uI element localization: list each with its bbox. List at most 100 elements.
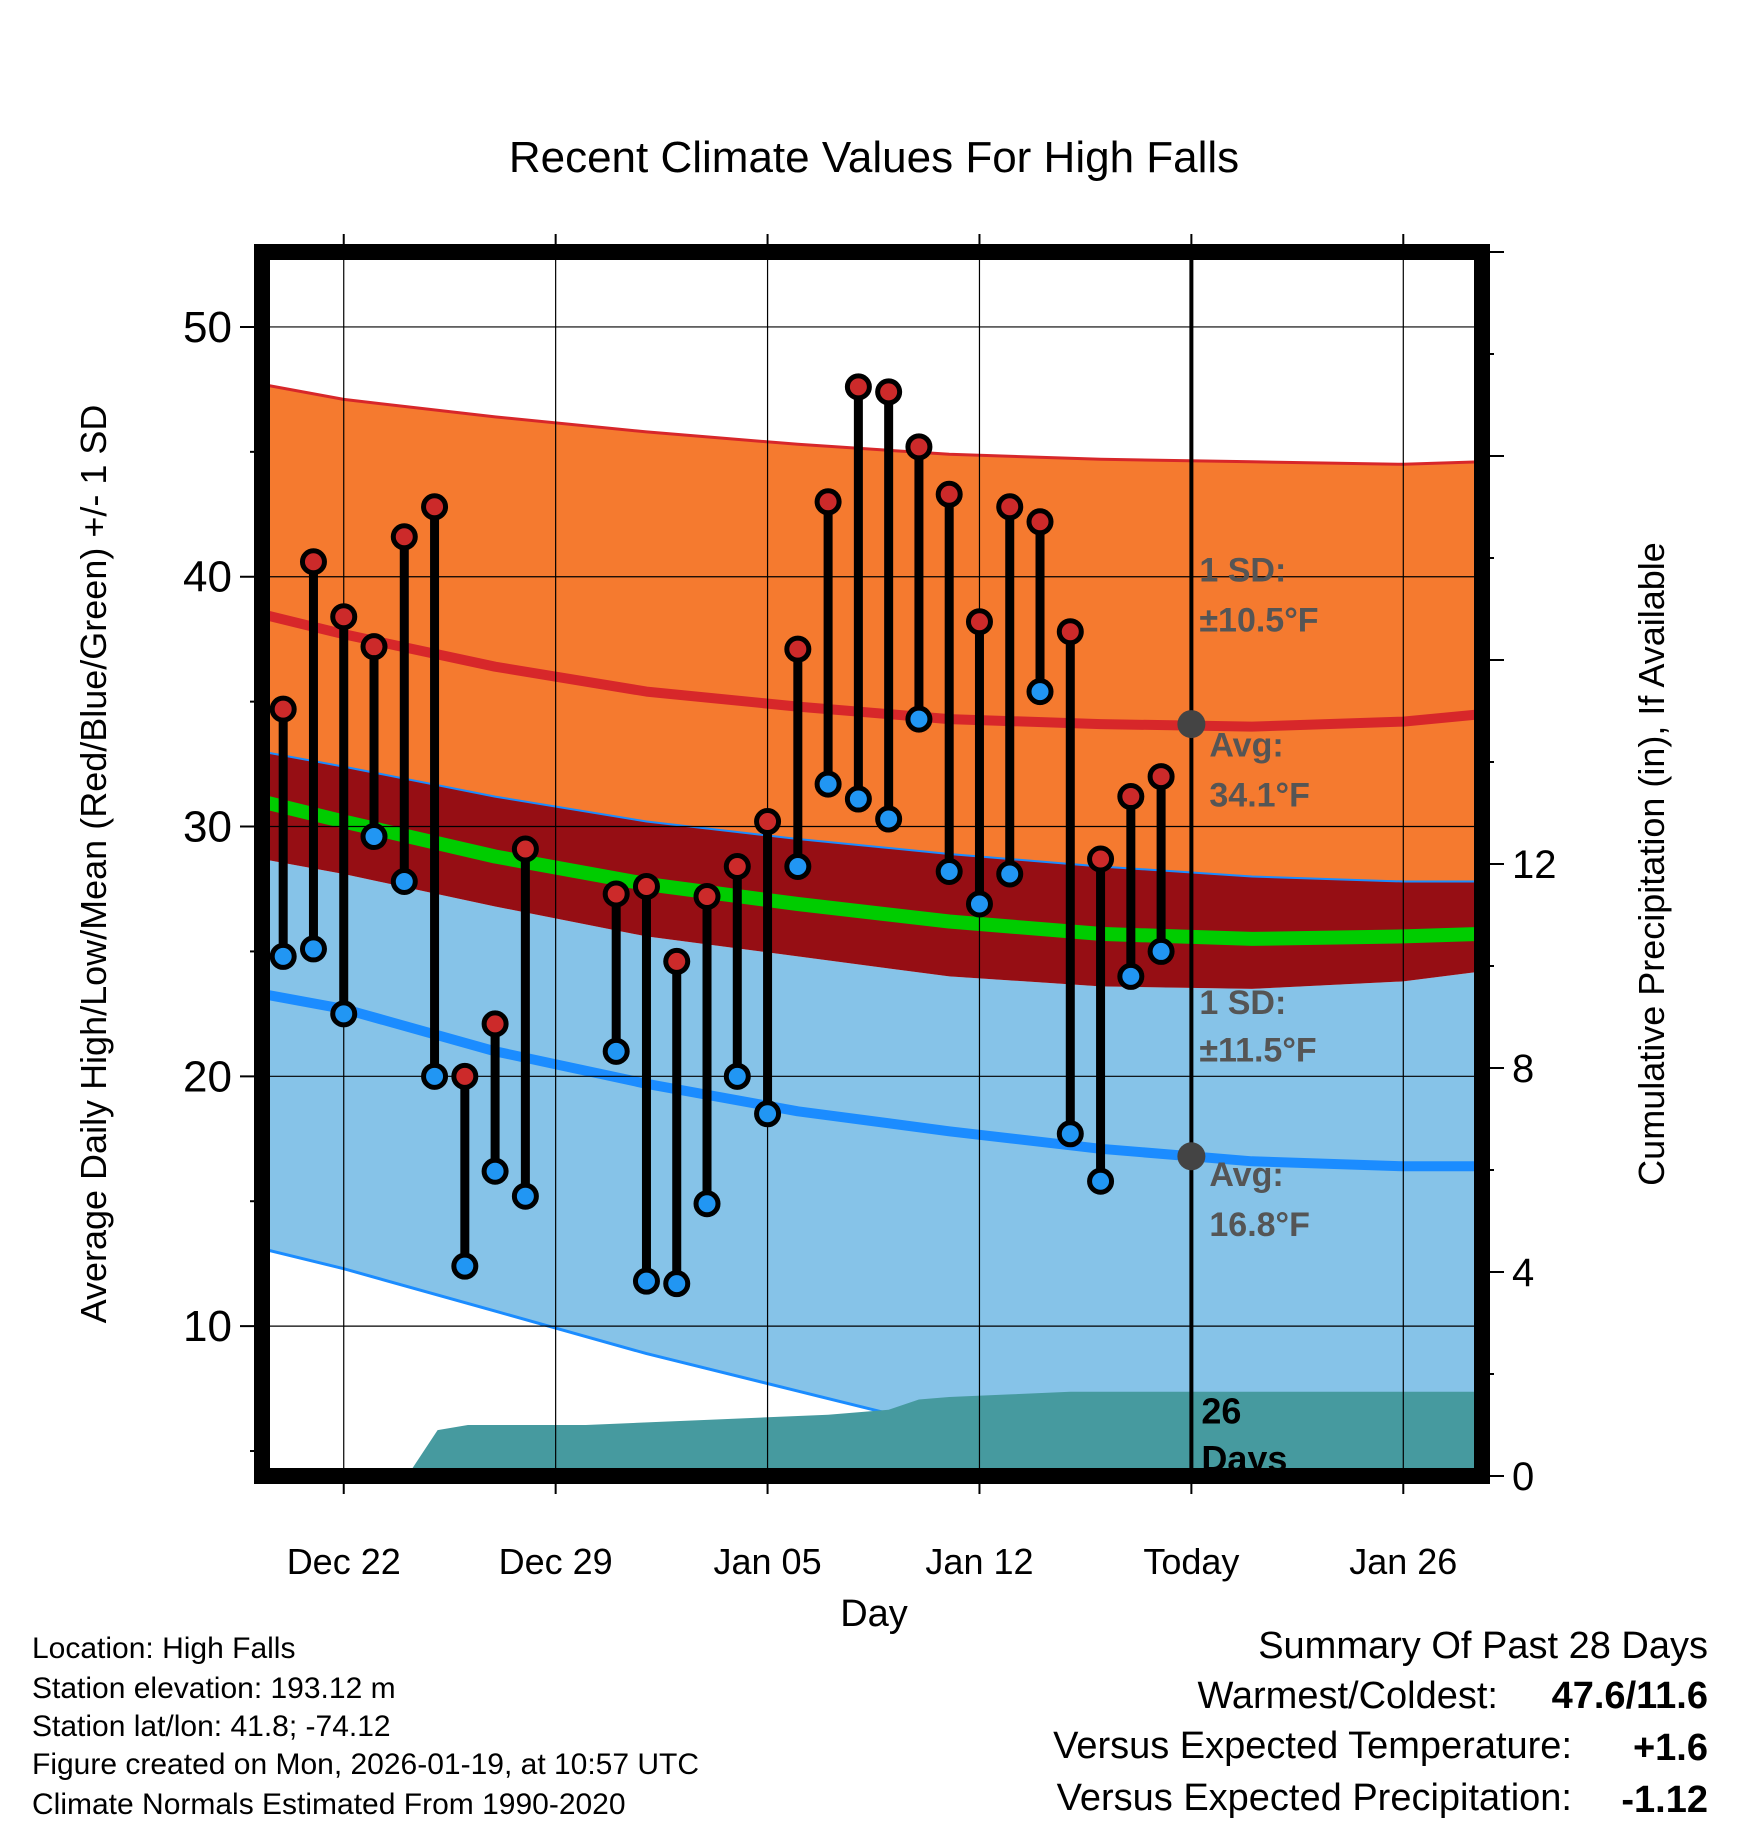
obs-high-point (965, 608, 993, 636)
obs-low-point (1026, 678, 1054, 706)
y-right-tick-label: 8 (1512, 1047, 1534, 1091)
footer-created: Figure created on Mon, 2026-01-19, at 10… (32, 1748, 699, 1781)
obs-high-point (935, 480, 963, 508)
x-tick-label: Jan 12 (925, 1541, 1033, 1582)
x-tick-label: Dec 29 (499, 1541, 613, 1582)
obs-low-point (754, 1100, 782, 1128)
high-avg-label: Avg: (1209, 727, 1283, 765)
obs-high-point (330, 603, 358, 631)
high-upper-line (262, 382, 1482, 466)
obs-high-point (602, 880, 630, 908)
obs-low-point (814, 770, 842, 798)
obs-low-point (269, 942, 297, 970)
summary-warmest-value: 47.6/11.6 (1552, 1675, 1708, 1717)
obs-low-point (1117, 962, 1145, 990)
obs-high-point (481, 1010, 509, 1038)
obs-high-point (754, 808, 782, 836)
obs-high-point (1026, 508, 1054, 536)
y-tick-label: 30 (183, 803, 232, 852)
high-lower-line (262, 750, 1482, 883)
chart-title: Recent Climate Values For High Falls (509, 133, 1239, 182)
obs-low-point (905, 705, 933, 733)
obs-high-point (511, 835, 539, 863)
obs-low-point (784, 852, 812, 880)
obs-low-point (844, 785, 872, 813)
precip-days-count: 26 (1201, 1391, 1241, 1432)
footer-latlon: Station lat/lon: 41.8; -74.12 (32, 1710, 391, 1743)
obs-high-point (996, 493, 1024, 521)
obs-high-point (814, 488, 842, 516)
obs-high-point (1056, 618, 1084, 646)
obs-low-point (299, 935, 327, 963)
y-right-tick-label: 0 (1512, 1455, 1534, 1499)
high-sd-label: 1 SD: (1199, 552, 1286, 590)
obs-low-point (1147, 937, 1175, 965)
obs-low-point (875, 805, 903, 833)
y-right-tick-label: 12 (1512, 843, 1557, 887)
obs-high-point (269, 695, 297, 723)
obs-low-point (1056, 1120, 1084, 1148)
observation-marks (269, 373, 1175, 1298)
low-lower-line (262, 1247, 1351, 1476)
y-right-tick-label: 4 (1512, 1251, 1534, 1295)
footer-normals: Climate Normals Estimated From 1990-2020 (32, 1788, 626, 1821)
x-tick-label: Jan 05 (714, 1541, 822, 1582)
obs-high-point (905, 433, 933, 461)
obs-high-point (299, 548, 327, 576)
obs-low-point (360, 823, 388, 851)
obs-high-point (723, 852, 751, 880)
summary-precip-label: Versus Expected Precipitation: (1057, 1777, 1572, 1819)
obs-low-point (996, 860, 1024, 888)
obs-high-point (1147, 763, 1175, 791)
obs-high-point (451, 1062, 479, 1090)
mean-line (262, 794, 1482, 946)
obs-high-point (390, 523, 418, 551)
y-axis-label: Average Daily High/Low/Mean (Red/Blue/Gr… (73, 405, 114, 1324)
obs-high-point (663, 947, 691, 975)
low-sd-band (262, 859, 1482, 1476)
footer-info: Location: High Falls Station elevation: … (32, 1632, 699, 1821)
summary-temp-label: Versus Expected Temperature: (1053, 1725, 1572, 1767)
summary-title: Summary Of Past 28 Days (1258, 1625, 1708, 1667)
y-tick-label: 50 (183, 303, 232, 352)
high-avg-line (262, 609, 1482, 732)
footer-elevation: Station elevation: 193.12 m (32, 1672, 396, 1705)
low-avg-line (262, 988, 1482, 1172)
high-avg-value: 34.1°F (1209, 777, 1310, 815)
summary-precip-value: -1.12 (1621, 1779, 1708, 1821)
obs-high-point (693, 882, 721, 910)
obs-low-point (723, 1062, 751, 1090)
y-axis-right-label: Cumulative Precipitation (in), If Availa… (1631, 542, 1672, 1186)
high-avg-marker (1177, 710, 1206, 739)
precipitation-area (262, 1391, 1482, 1476)
obs-high-point (360, 633, 388, 661)
footer-location: Location: High Falls (32, 1632, 295, 1665)
obs-high-point (784, 635, 812, 663)
obs-high-point (1117, 783, 1145, 811)
obs-high-point (632, 872, 660, 900)
obs-low-point (511, 1182, 539, 1210)
x-tick-label: Dec 22 (287, 1541, 401, 1582)
x-tick-label: Jan 26 (1349, 1541, 1457, 1582)
y-tick-label: 40 (183, 553, 232, 602)
low-avg-marker (1177, 1142, 1206, 1171)
obs-low-point (693, 1190, 721, 1218)
x-axis-label: Day (840, 1593, 908, 1635)
obs-high-point (1087, 845, 1115, 873)
obs-low-point (602, 1037, 630, 1065)
obs-low-point (390, 867, 418, 895)
obs-low-point (421, 1062, 449, 1090)
summary-temp-value: +1.6 (1633, 1727, 1708, 1769)
high-sd-value: ±10.5°F (1199, 602, 1318, 640)
obs-high-point (421, 493, 449, 521)
y-tick-label: 20 (183, 1052, 232, 1101)
obs-low-point (481, 1157, 509, 1185)
obs-high-point (844, 373, 872, 401)
summary-panel: Summary Of Past 28 Days Warmest/Coldest:… (1053, 1625, 1708, 1821)
obs-low-point (965, 890, 993, 918)
low-sd-value: ±11.5°F (1199, 1031, 1316, 1069)
obs-low-point (330, 1000, 358, 1028)
obs-high-point (875, 378, 903, 406)
obs-low-point (632, 1267, 660, 1295)
